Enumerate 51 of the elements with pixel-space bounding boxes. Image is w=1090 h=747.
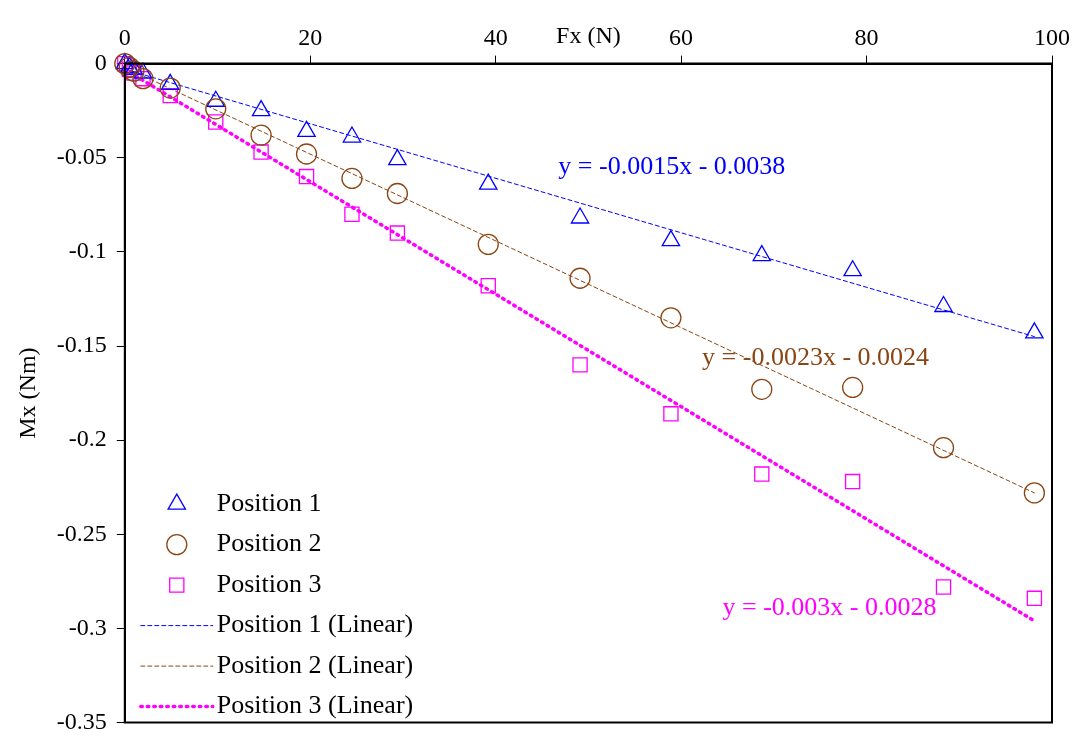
y-tick-label: -0.25 xyxy=(56,519,107,546)
y-tick-label: -0.05 xyxy=(56,143,107,170)
annotation: y = -0.0015x - 0.0038 xyxy=(558,150,786,180)
point xyxy=(1026,590,1043,607)
point xyxy=(208,114,224,130)
point xyxy=(932,437,955,459)
legend-label: Position 1 xyxy=(216,487,322,517)
legend-label: Position 1 (Linear) xyxy=(216,609,414,639)
point xyxy=(386,182,409,205)
point xyxy=(935,579,952,595)
point xyxy=(250,124,272,146)
legend-label: Position 2 xyxy=(216,528,322,558)
x-tick-label: 20 xyxy=(298,24,323,51)
point xyxy=(295,143,318,165)
annotation: y = -0.0023x - 0.0024 xyxy=(702,342,930,371)
point xyxy=(754,466,770,482)
point xyxy=(480,278,496,294)
point xyxy=(123,60,145,82)
point xyxy=(751,378,773,400)
x-tick-label: 60 xyxy=(669,24,694,51)
y-tick-label: -0.1 xyxy=(68,237,107,264)
point xyxy=(1023,482,1046,504)
point xyxy=(159,77,181,99)
point xyxy=(844,473,861,490)
point xyxy=(663,406,679,422)
y-tick-label: -0.35 xyxy=(56,707,107,734)
point xyxy=(477,233,499,255)
point xyxy=(569,267,591,289)
y-tick-label: 0 xyxy=(94,48,107,75)
point xyxy=(389,225,406,241)
point xyxy=(344,206,360,222)
y-tick-label: -0.3 xyxy=(68,613,107,640)
x-axis-title: Fx (N) xyxy=(556,21,621,48)
y-tick-label: -0.15 xyxy=(56,331,107,358)
point xyxy=(298,168,315,185)
point xyxy=(253,144,269,160)
x-tick-label: 40 xyxy=(483,24,508,51)
x-tick-label: 100 xyxy=(1034,24,1070,51)
y-axis-title: Mx (Nm) xyxy=(13,347,40,439)
point xyxy=(572,357,588,373)
legend-label: Position 2 (Linear) xyxy=(216,649,414,679)
annotation: y = -0.003x - 0.0028 xyxy=(722,592,937,622)
y-tick-label: -0.2 xyxy=(68,425,107,452)
point xyxy=(205,98,227,120)
point xyxy=(660,307,682,329)
point xyxy=(341,167,363,190)
point xyxy=(842,376,864,399)
legend-label: Position 3 (Linear) xyxy=(216,690,414,720)
x-tick-label: 0 xyxy=(118,24,131,51)
legend-label: Position 3 xyxy=(216,568,322,598)
x-tick-label: 80 xyxy=(854,24,879,51)
